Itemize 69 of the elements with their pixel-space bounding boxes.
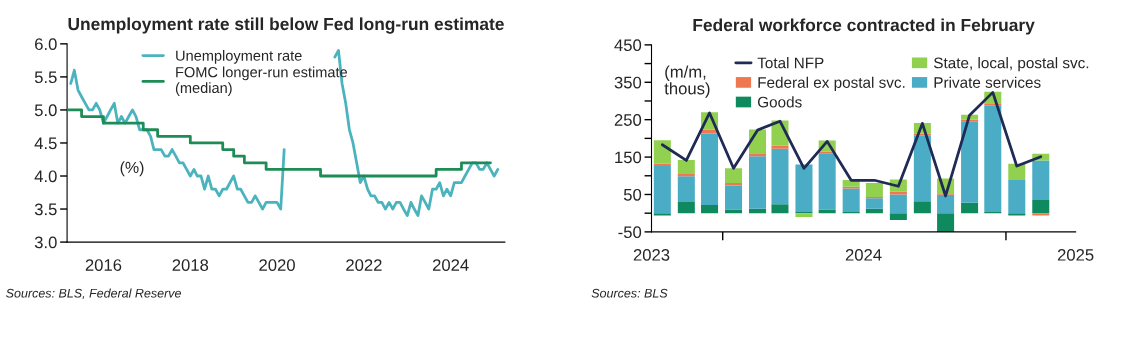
y-tick-label: 350 xyxy=(614,76,642,89)
bar xyxy=(961,121,979,203)
chart-title: Federal workforce contracted in February xyxy=(693,18,1035,35)
bar xyxy=(749,153,767,157)
x-tick-label: 2020 xyxy=(259,259,295,271)
y-tick-label: 6.0 xyxy=(35,38,57,51)
bar xyxy=(677,176,695,202)
legend-label: Goods xyxy=(757,96,802,108)
chart-title: Unemployment rate still below Fed long-run estimate xyxy=(68,17,504,34)
bar xyxy=(842,188,860,213)
y-tick-label: 3.5 xyxy=(34,203,57,216)
x-tick-label: 2022 xyxy=(346,259,382,271)
bar xyxy=(677,201,695,214)
y-tick-label: -50 xyxy=(618,226,642,239)
legend-label: Unemployment rate xyxy=(176,50,302,64)
legend-label: Total NFP xyxy=(757,57,824,69)
source-note: Sources: BLS xyxy=(591,288,668,298)
bar xyxy=(818,153,836,210)
y-tick-label: 450 xyxy=(614,39,642,52)
y-tick-label: 50 xyxy=(623,188,642,201)
x-tick-label: 2018 xyxy=(172,259,209,271)
y-tick-label: 5.5 xyxy=(34,71,57,84)
bar xyxy=(984,105,1002,213)
y-tick-label: 150 xyxy=(615,151,642,164)
bar xyxy=(913,135,931,202)
bar xyxy=(653,163,671,167)
bar xyxy=(795,164,813,213)
y-tick-label: 250 xyxy=(614,114,642,126)
bar xyxy=(1008,179,1026,214)
bar xyxy=(725,168,743,183)
bar xyxy=(1032,160,1050,201)
bar xyxy=(771,145,789,149)
bar xyxy=(1032,200,1050,214)
bar xyxy=(865,198,883,209)
y-tick-label: 4.5 xyxy=(34,137,57,150)
y-axis-title: (%) xyxy=(120,161,144,177)
source-note: Sources: BLS, Federal Reserve xyxy=(6,288,181,300)
bar xyxy=(937,194,955,214)
y-tick-label: 3.0 xyxy=(34,236,57,249)
x-tick-label: 2024 xyxy=(432,259,469,271)
bar xyxy=(725,182,743,186)
bar xyxy=(961,202,979,214)
y-axis-title: (m/m, thous) xyxy=(664,65,710,98)
bar xyxy=(653,166,671,214)
bar xyxy=(889,213,907,220)
legend-label: Private services xyxy=(934,76,1041,88)
y-tick-label: 4.0 xyxy=(34,170,57,183)
bar xyxy=(701,204,719,214)
x-tick-label: 2024 xyxy=(845,248,882,261)
bar xyxy=(749,156,767,209)
x-tick-label: 2023 xyxy=(633,248,670,261)
bar xyxy=(653,140,671,164)
bar xyxy=(1008,163,1026,180)
x-tick-label: 2025 xyxy=(1057,248,1094,261)
bar xyxy=(725,185,743,210)
bar xyxy=(937,213,955,232)
bar xyxy=(771,204,789,214)
bar xyxy=(677,160,695,174)
y-tick-label: 5.0 xyxy=(34,104,57,117)
bar xyxy=(913,201,931,214)
bar xyxy=(889,194,907,214)
x-tick-label: 2016 xyxy=(85,259,122,271)
bar xyxy=(701,133,719,205)
legend-label: Federal ex postal svc. xyxy=(758,76,905,91)
legend-label: State, local, postal svc. xyxy=(933,57,1089,72)
bar xyxy=(725,209,743,214)
bar xyxy=(865,182,883,198)
bar xyxy=(818,209,836,214)
bar xyxy=(771,148,789,205)
